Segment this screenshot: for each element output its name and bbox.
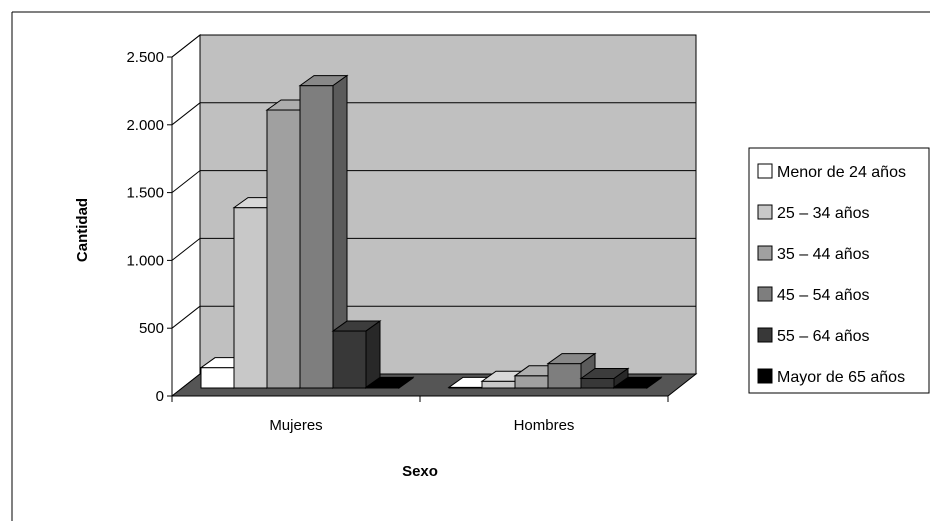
legend-swatch [757, 368, 773, 384]
bar-front [580, 378, 615, 389]
x-axis-title: Sexo [402, 463, 438, 480]
x-tick-label: Mujeres [269, 417, 322, 434]
gridline-side [171, 102, 201, 126]
legend: Menor de 24 años 25 – 34 años 35 – 44 años… [748, 147, 930, 394]
bar-side [365, 320, 381, 389]
y-tick-label: 500 [139, 320, 164, 337]
bar [364, 376, 415, 389]
bar-front [233, 207, 268, 389]
gridline-side [171, 238, 201, 261]
bar [579, 367, 630, 389]
legend-label: 25 – 34 años [777, 205, 870, 222]
bar-side [646, 376, 662, 389]
gridline-side [171, 170, 201, 193]
y-tick-label: 1.000 [126, 252, 164, 269]
bar-side [398, 376, 414, 389]
bar-front [299, 85, 334, 389]
legend-swatch [757, 204, 773, 220]
legend-label: Menor de 24 años [777, 164, 906, 181]
gridline-side [171, 34, 201, 58]
legend-label: 55 – 64 años [777, 328, 870, 345]
axes: Cantidad Sexo 0 500 1.000 1.500 2.000 2.500 Mu… [74, 49, 669, 480]
bar-front [332, 330, 367, 389]
bars [199, 74, 663, 389]
legend-swatch [757, 286, 773, 302]
legend-swatch [757, 163, 773, 179]
bar [331, 320, 382, 389]
y-axis-title: Cantidad [74, 198, 91, 262]
legend-label: 35 – 44 años [777, 246, 870, 263]
bar-front [514, 375, 549, 389]
bar [612, 376, 663, 389]
legend-swatch [757, 245, 773, 261]
legend-label: 45 – 54 años [777, 287, 870, 304]
gridline-side [171, 305, 201, 329]
bar [298, 74, 349, 389]
y-tick-label: 0 [156, 388, 164, 405]
x-tick-label: Hombres [514, 417, 575, 434]
side-wall [171, 33, 201, 398]
y-tick-label: 2.000 [126, 117, 164, 134]
y-tick-label: 2.500 [126, 49, 164, 66]
legend-label: Mayor de 65 años [777, 369, 905, 386]
legend-box [748, 147, 930, 394]
bar-front [547, 363, 582, 389]
bar-front [481, 380, 516, 389]
y-tick-label: 1.500 [126, 185, 164, 202]
bar-front [200, 367, 235, 389]
bar-front [266, 109, 301, 389]
legend-swatch [757, 327, 773, 343]
